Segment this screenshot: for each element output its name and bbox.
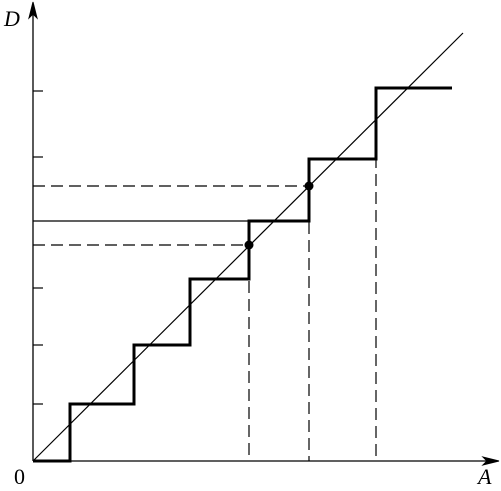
- point: [244, 240, 254, 250]
- y-label: D: [3, 6, 20, 31]
- dashed-lines: [33, 120, 377, 461]
- y-arrow: [28, 1, 38, 20]
- x-arrow: [481, 456, 500, 466]
- origin-label: 0: [14, 464, 25, 489]
- y-ticks: [33, 90, 43, 405]
- staircase: [33, 86, 452, 463]
- point: [304, 181, 314, 191]
- x-label: A: [476, 464, 492, 489]
- axes: [28, 1, 500, 466]
